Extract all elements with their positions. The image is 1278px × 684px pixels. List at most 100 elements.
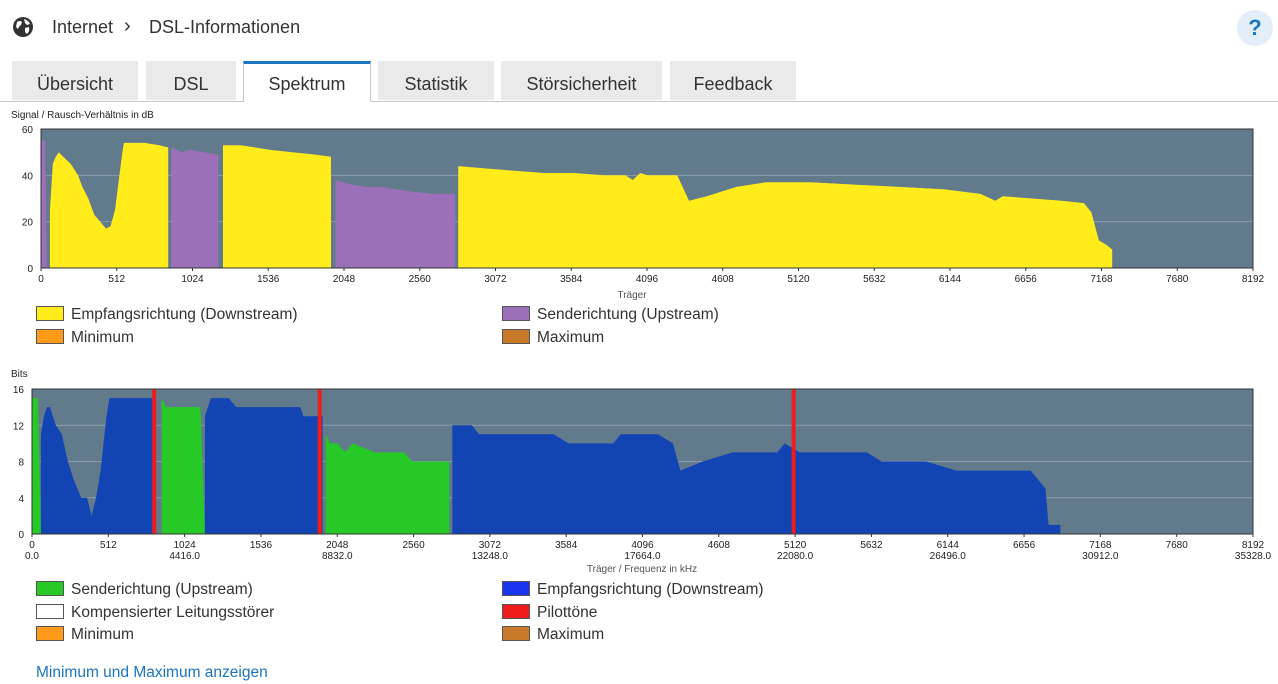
legend-swatch (36, 305, 64, 321)
snr-series-area (49, 142, 169, 268)
legend-swatch (36, 328, 64, 344)
legend-bits-maximum: Maximum (502, 625, 604, 645)
bits-ytick-label: 8 (18, 458, 24, 469)
bits-xtick-label: 1024 (174, 540, 197, 551)
snr-chart: Signal / Rausch-Verhältnis in dB 0 20 40 60… (11, 110, 1265, 301)
tab-statistik[interactable]: Statistik (378, 61, 494, 100)
bits-xtick-label: 512 (100, 540, 117, 551)
snr-xtick-label: 8192 (1242, 274, 1265, 285)
legend-swatch (502, 625, 530, 641)
snr-xtick-label: 3072 (484, 274, 507, 285)
header: Internet › DSL-Informationen ? (0, 0, 1278, 56)
snr-xtick-label: 6144 (939, 274, 962, 285)
bits-freq-label: 13248.0 (472, 551, 509, 562)
legend-bits-pilot: Pilottöne (502, 603, 597, 623)
bits-ytick-label: 4 (18, 494, 24, 505)
tab-dsl[interactable]: DSL (146, 61, 236, 100)
legend-snr-maximum: Maximum (502, 328, 604, 348)
bits-ytick-label: 12 (13, 421, 25, 432)
bits-xtick-label: 1536 (250, 540, 273, 551)
bits-xtick-label: 7680 (1166, 540, 1189, 551)
bits-xtick-label: 5120 (784, 540, 807, 551)
bits-freq-label: 35328.0 (1235, 551, 1272, 562)
snr-chart-xlabel: Träger (617, 290, 647, 301)
bits-xtick-label: 4096 (631, 540, 654, 551)
bits-xtick-label: 0 (29, 540, 35, 551)
snr-series-area (335, 180, 456, 268)
legend-swatch (502, 580, 530, 596)
legend-swatch (502, 603, 530, 619)
legend-snr-upstream: Senderichtung (Upstream) (502, 305, 719, 325)
bits-series-area (32, 398, 41, 534)
bits-xtick-label: 7168 (1089, 540, 1112, 551)
snr-xtick-label: 1024 (181, 274, 204, 285)
snr-ytick-label: 40 (22, 171, 34, 182)
bits-xtick-label: 2048 (326, 540, 349, 551)
bits-ytick-label: 16 (13, 385, 25, 396)
tab-spektrum[interactable]: Spektrum (243, 61, 371, 102)
globe-icon (13, 17, 33, 37)
snr-xtick-label: 3584 (560, 274, 583, 285)
snr-xtick-label: 6656 (1015, 274, 1038, 285)
snr-xtick-label: 7680 (1166, 274, 1189, 285)
legend-bits-compensated: Kompensierter Leitungsstörer (36, 603, 274, 623)
tab-bar: Übersicht DSL Spektrum Statistik Störsic… (0, 61, 1278, 102)
snr-xtick-label: 4608 (712, 274, 735, 285)
snr-xtick-label: 5632 (863, 274, 886, 285)
legend-swatch (36, 625, 64, 641)
snr-series-area (223, 145, 331, 268)
legend-bits-downstream: Empfangsrichtung (Downstream) (502, 580, 764, 600)
bits-xtick-label: 6144 (937, 540, 960, 551)
bits-freq-label: 4416.0 (169, 551, 200, 562)
bits-xtick-label: 3584 (555, 540, 578, 551)
snr-series-area (41, 140, 47, 268)
snr-xtick-label: 4096 (636, 274, 659, 285)
legend-bits-upstream: Senderichtung (Upstream) (36, 580, 253, 600)
snr-ytick-label: 60 (22, 125, 34, 136)
bits-xtick-label: 8192 (1242, 540, 1265, 551)
tab-stoersicherheit[interactable]: Störsicherheit (501, 61, 662, 100)
snr-series-area (171, 147, 219, 268)
snr-xtick-label: 5120 (787, 274, 810, 285)
legend-snr-downstream: Empfangsrichtung (Downstream) (36, 305, 298, 325)
legend-bits-minimum: Minimum (36, 625, 134, 645)
bits-series-area (325, 434, 450, 534)
bits-xtick-label: 6656 (1013, 540, 1036, 551)
bits-freq-label: 22080.0 (777, 551, 814, 562)
bits-freq-label: 26496.0 (930, 551, 967, 562)
snr-ytick-label: 20 (22, 218, 34, 229)
bits-chart-xlabel: Träger / Frequenz in kHz (587, 564, 697, 575)
bits-xtick-label: 5632 (860, 540, 883, 551)
snr-xtick-label: 2048 (333, 274, 356, 285)
snr-chart-title: Signal / Rausch-Verhältnis in dB (11, 110, 154, 121)
tab-feedback[interactable]: Feedback (670, 61, 796, 100)
bits-series-area (204, 398, 323, 534)
bits-chart: Bits 0 4 8 12 16 0 512 1024 1536 2048 2560 3072 3584… (11, 369, 1272, 575)
page-title: DSL-Informationen (149, 17, 301, 37)
legend-swatch (502, 328, 530, 344)
bits-series-area (40, 398, 156, 534)
show-min-max-link[interactable]: Minimum und Maximum anzeigen (36, 664, 268, 681)
snr-xtick-label: 7168 (1090, 274, 1113, 285)
snr-xtick-label: 1536 (257, 274, 280, 285)
help-button[interactable]: ? (1237, 10, 1273, 46)
breadcrumb-internet[interactable]: Internet (52, 17, 114, 37)
breadcrumb-separator: › (124, 15, 131, 37)
legend-swatch (36, 603, 64, 619)
snr-xtick-label: 0 (38, 274, 44, 285)
bits-xtick-label: 4608 (708, 540, 731, 551)
tab-uebersicht[interactable]: Übersicht (12, 61, 138, 100)
bits-series-area (161, 398, 205, 534)
legend-snr-minimum: Minimum (36, 328, 134, 348)
snr-ytick-label: 0 (27, 264, 33, 275)
bits-chart-title: Bits (11, 369, 28, 380)
bits-series-area (452, 425, 1061, 534)
bits-xtick-label: 3072 (479, 540, 502, 551)
bits-freq-label: 17664.0 (624, 551, 661, 562)
bits-ytick-label: 0 (18, 530, 24, 541)
bits-freq-label: 0.0 (25, 551, 39, 562)
bits-xtick-label: 2560 (402, 540, 425, 551)
snr-series-area (458, 166, 1113, 268)
snr-xtick-label: 2560 (409, 274, 432, 285)
snr-xtick-label: 512 (108, 274, 125, 285)
